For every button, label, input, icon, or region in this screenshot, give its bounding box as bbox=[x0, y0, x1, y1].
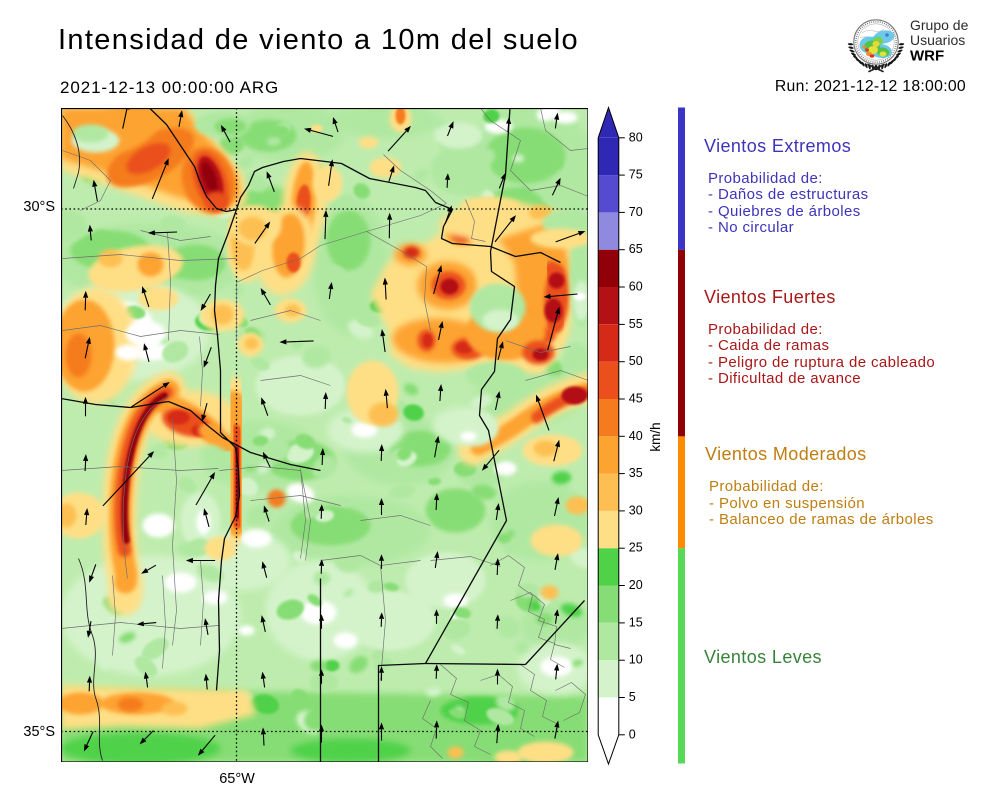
svg-text:50: 50 bbox=[629, 354, 643, 368]
svg-text:35: 35 bbox=[629, 466, 643, 480]
svg-text:30: 30 bbox=[629, 503, 643, 517]
svg-text:40: 40 bbox=[629, 429, 643, 443]
svg-text:20: 20 bbox=[629, 578, 643, 592]
svg-text:75: 75 bbox=[629, 168, 643, 182]
svg-text:km/h: km/h bbox=[648, 422, 663, 451]
svg-text:WRF: WRF bbox=[910, 48, 944, 65]
svg-text:60: 60 bbox=[629, 280, 643, 294]
svg-text:70: 70 bbox=[629, 205, 643, 219]
svg-text:10: 10 bbox=[629, 653, 643, 667]
svg-text:65: 65 bbox=[629, 242, 643, 256]
svg-text:Grupo de: Grupo de bbox=[910, 17, 969, 33]
svg-text:55: 55 bbox=[629, 317, 643, 331]
svg-text:Usuarios: Usuarios bbox=[910, 32, 965, 48]
svg-text:45: 45 bbox=[629, 392, 643, 406]
svg-text:0: 0 bbox=[629, 727, 636, 741]
svg-text:25: 25 bbox=[629, 541, 643, 555]
svg-text:80: 80 bbox=[629, 130, 643, 144]
svg-text:15: 15 bbox=[629, 615, 643, 629]
svg-text:5: 5 bbox=[629, 690, 636, 704]
